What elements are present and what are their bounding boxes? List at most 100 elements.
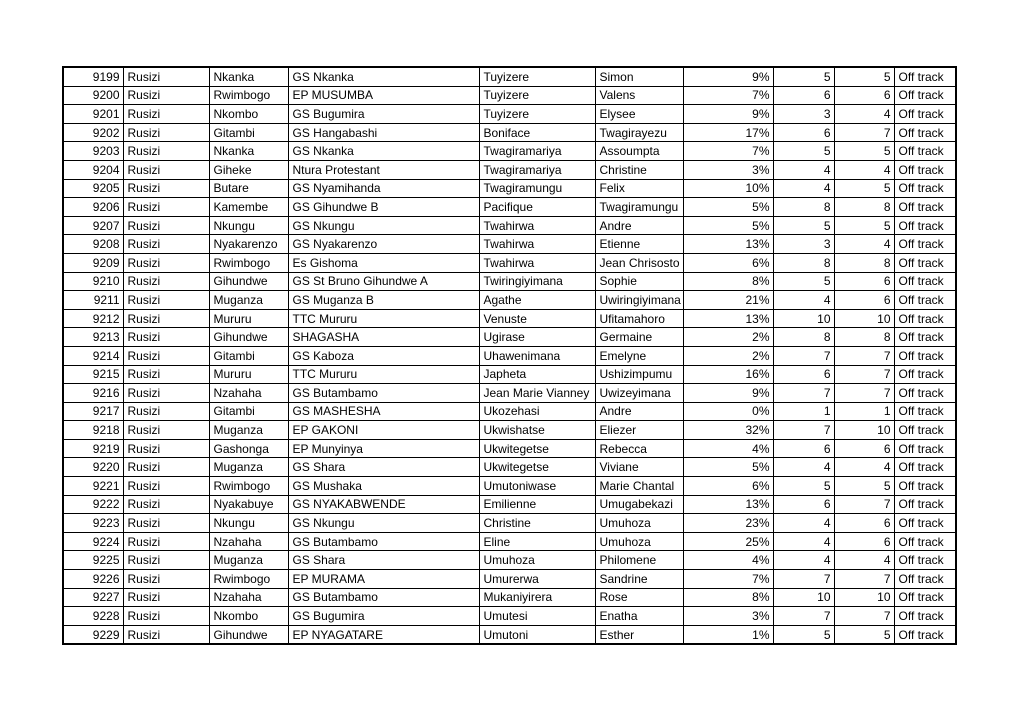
- cell-sector[interactable]: Nkombo: [208, 606, 289, 626]
- cell-id[interactable]: 9204: [62, 159, 124, 180]
- cell-last-name[interactable]: Pacifique: [478, 197, 596, 217]
- cell-status[interactable]: Off track: [893, 624, 957, 645]
- cell-value-1[interactable]: 4: [772, 531, 835, 552]
- cell-value-2[interactable]: 6: [833, 85, 895, 106]
- cell-first-name[interactable]: Christine: [594, 159, 684, 180]
- cell-id[interactable]: 9225: [62, 550, 124, 571]
- cell-id[interactable]: 9218: [62, 420, 124, 440]
- cell-id[interactable]: 9222: [62, 494, 124, 515]
- cell-first-name[interactable]: Rebecca: [594, 438, 684, 459]
- cell-value-2[interactable]: 6: [833, 438, 895, 459]
- cell-status[interactable]: Off track: [893, 252, 957, 273]
- cell-first-name[interactable]: Umuhoza: [594, 513, 684, 533]
- cell-value-2[interactable]: 10: [833, 420, 895, 440]
- cell-district[interactable]: Rusizi: [122, 531, 210, 552]
- cell-value-2[interactable]: 4: [833, 457, 895, 478]
- cell-status[interactable]: Off track: [893, 550, 957, 571]
- cell-district[interactable]: Rusizi: [122, 234, 210, 254]
- cell-last-name[interactable]: Ukwishatse: [478, 420, 596, 440]
- cell-first-name[interactable]: Umuhoza: [594, 531, 684, 552]
- cell-id[interactable]: 9199: [62, 66, 124, 87]
- cell-value-1[interactable]: 4: [772, 290, 835, 310]
- cell-value-2[interactable]: 5: [833, 476, 895, 496]
- cell-percent[interactable]: 25%: [682, 531, 774, 552]
- cell-status[interactable]: Off track: [893, 141, 957, 161]
- cell-sector[interactable]: Rwimbogo: [208, 476, 289, 496]
- cell-percent[interactable]: 7%: [682, 141, 774, 161]
- cell-sector[interactable]: Nkungu: [208, 215, 289, 236]
- cell-status[interactable]: Off track: [893, 122, 957, 143]
- cell-district[interactable]: Rusizi: [122, 550, 210, 571]
- cell-value-2[interactable]: 10: [833, 587, 895, 608]
- cell-school[interactable]: TTC Mururu: [287, 364, 480, 385]
- cell-id[interactable]: 9226: [62, 569, 124, 589]
- cell-value-2[interactable]: 5: [833, 178, 895, 199]
- cell-id[interactable]: 9221: [62, 476, 124, 496]
- cell-school[interactable]: EP MURAMA: [287, 569, 480, 589]
- cell-last-name[interactable]: Tuyizere: [478, 104, 596, 124]
- cell-id[interactable]: 9203: [62, 141, 124, 161]
- cell-value-1[interactable]: 7: [772, 420, 835, 440]
- cell-first-name[interactable]: Jean Chrisosto: [594, 252, 684, 273]
- cell-sector[interactable]: Gihundwe: [208, 624, 289, 645]
- cell-value-1[interactable]: 10: [772, 587, 835, 608]
- cell-id[interactable]: 9209: [62, 252, 124, 273]
- cell-district[interactable]: Rusizi: [122, 215, 210, 236]
- cell-sector[interactable]: Muganza: [208, 290, 289, 310]
- cell-first-name[interactable]: Rose: [594, 587, 684, 608]
- cell-school[interactable]: GS Shara: [287, 457, 480, 478]
- cell-value-1[interactable]: 7: [772, 383, 835, 403]
- cell-last-name[interactable]: Boniface: [478, 122, 596, 143]
- cell-sector[interactable]: Nkanka: [208, 66, 289, 87]
- cell-sector[interactable]: Gitambi: [208, 345, 289, 366]
- cell-value-2[interactable]: 10: [833, 308, 895, 329]
- cell-status[interactable]: Off track: [893, 438, 957, 459]
- cell-last-name[interactable]: Twahirwa: [478, 234, 596, 254]
- cell-district[interactable]: Rusizi: [122, 438, 210, 459]
- cell-percent[interactable]: 7%: [682, 85, 774, 106]
- cell-sector[interactable]: Muganza: [208, 420, 289, 440]
- cell-district[interactable]: Rusizi: [122, 290, 210, 310]
- cell-sector[interactable]: Nyakarenzo: [208, 234, 289, 254]
- cell-school[interactable]: Ntura Protestant: [287, 159, 480, 180]
- cell-id[interactable]: 9227: [62, 587, 124, 608]
- cell-last-name[interactable]: Twahirwa: [478, 215, 596, 236]
- cell-school[interactable]: GS Nkungu: [287, 215, 480, 236]
- cell-status[interactable]: Off track: [893, 271, 957, 292]
- cell-percent[interactable]: 6%: [682, 252, 774, 273]
- cell-school[interactable]: GS NYAKABWENDE: [287, 494, 480, 515]
- cell-status[interactable]: Off track: [893, 290, 957, 310]
- cell-value-1[interactable]: 3: [772, 104, 835, 124]
- cell-first-name[interactable]: Emelyne: [594, 345, 684, 366]
- cell-id[interactable]: 9207: [62, 215, 124, 236]
- cell-school[interactable]: GS Nyakarenzo: [287, 234, 480, 254]
- cell-percent[interactable]: 10%: [682, 178, 774, 199]
- cell-school[interactable]: GS Shara: [287, 550, 480, 571]
- cell-status[interactable]: Off track: [893, 197, 957, 217]
- cell-school[interactable]: GS MASHESHA: [287, 401, 480, 422]
- cell-status[interactable]: Off track: [893, 587, 957, 608]
- cell-district[interactable]: Rusizi: [122, 252, 210, 273]
- cell-last-name[interactable]: Ukwitegetse: [478, 438, 596, 459]
- cell-percent[interactable]: 13%: [682, 234, 774, 254]
- cell-first-name[interactable]: Uwiringiyimana: [594, 290, 684, 310]
- cell-id[interactable]: 9210: [62, 271, 124, 292]
- cell-district[interactable]: Rusizi: [122, 624, 210, 645]
- cell-id[interactable]: 9219: [62, 438, 124, 459]
- cell-sector[interactable]: Nzahaha: [208, 383, 289, 403]
- cell-sector[interactable]: Nzahaha: [208, 587, 289, 608]
- cell-sector[interactable]: Nyakabuye: [208, 494, 289, 515]
- cell-value-2[interactable]: 8: [833, 252, 895, 273]
- cell-id[interactable]: 9202: [62, 122, 124, 143]
- cell-value-2[interactable]: 8: [833, 197, 895, 217]
- cell-district[interactable]: Rusizi: [122, 271, 210, 292]
- cell-value-2[interactable]: 6: [833, 271, 895, 292]
- cell-last-name[interactable]: Japheta: [478, 364, 596, 385]
- cell-sector[interactable]: Nkombo: [208, 104, 289, 124]
- cell-percent[interactable]: 16%: [682, 364, 774, 385]
- cell-sector[interactable]: Nzahaha: [208, 531, 289, 552]
- cell-status[interactable]: Off track: [893, 364, 957, 385]
- cell-last-name[interactable]: Twagiramariya: [478, 141, 596, 161]
- cell-id[interactable]: 9205: [62, 178, 124, 199]
- cell-value-1[interactable]: 5: [772, 271, 835, 292]
